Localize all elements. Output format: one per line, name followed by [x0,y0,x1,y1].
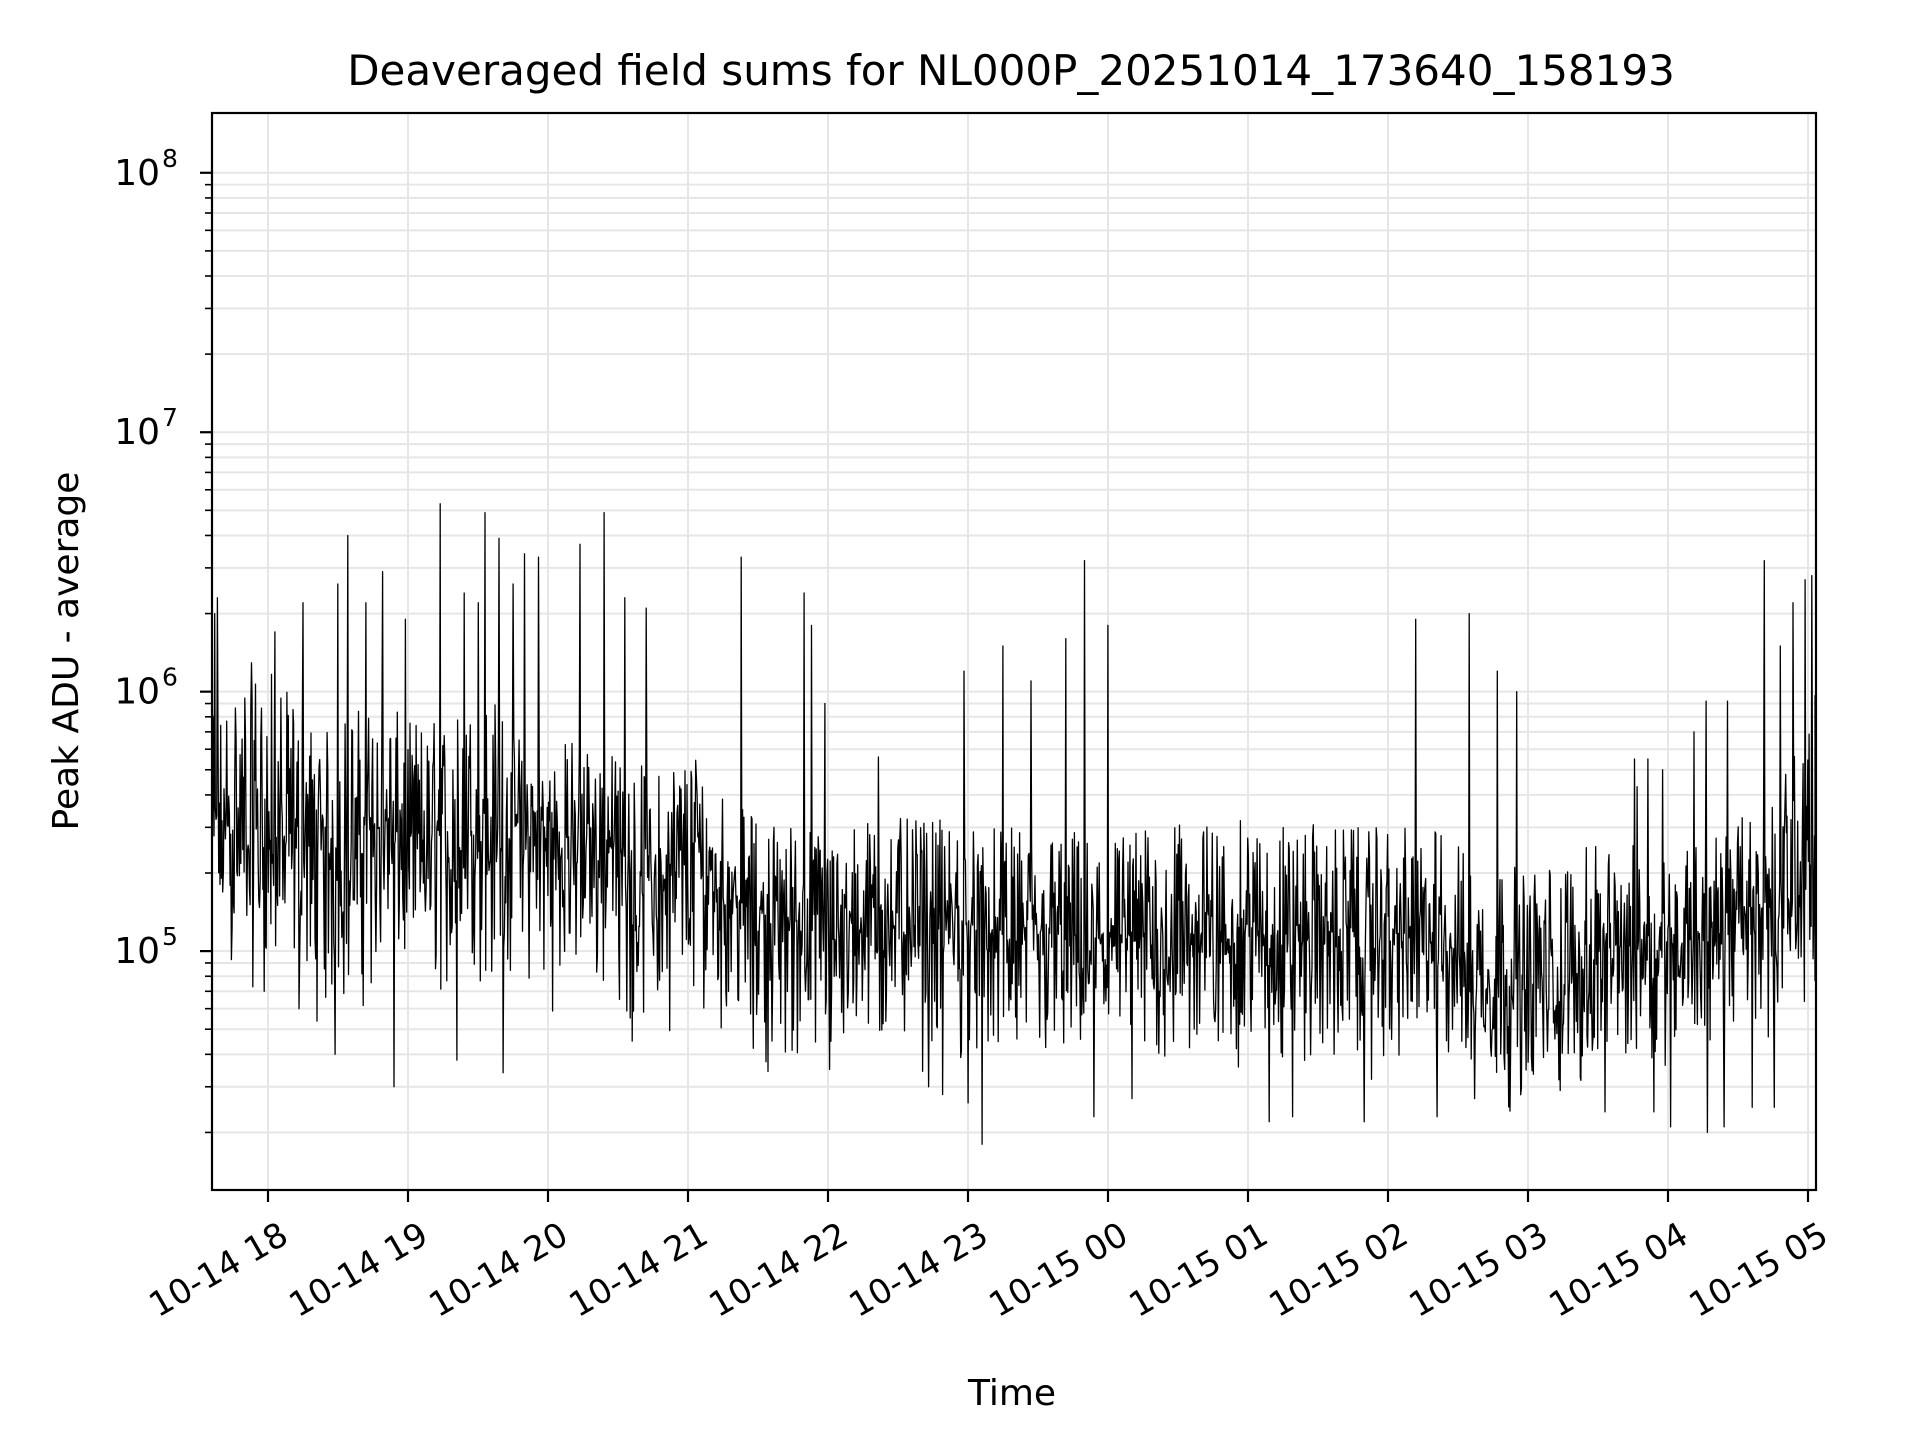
y-tick-exponent: 6 [162,663,178,692]
plot-area-frame [210,111,1818,1192]
series-layer [212,503,1816,1145]
chart-title: Deaveraged field sums for NL000P_2025101… [347,46,1675,95]
y-tick-label: 10 [114,931,160,972]
y-tick-exponent: 7 [162,403,178,432]
y-tick-label: 10 [114,412,160,453]
y-tick-label: 10 [114,153,160,194]
series-line [212,503,1816,1145]
y-tick-exponent: 8 [162,144,178,173]
x-axis-label: Time [967,1373,1056,1414]
y-tick-exponent: 5 [162,922,178,951]
y-tick-label: 10 [114,672,160,713]
y-axis-label: Peak ADU - average [46,472,87,831]
